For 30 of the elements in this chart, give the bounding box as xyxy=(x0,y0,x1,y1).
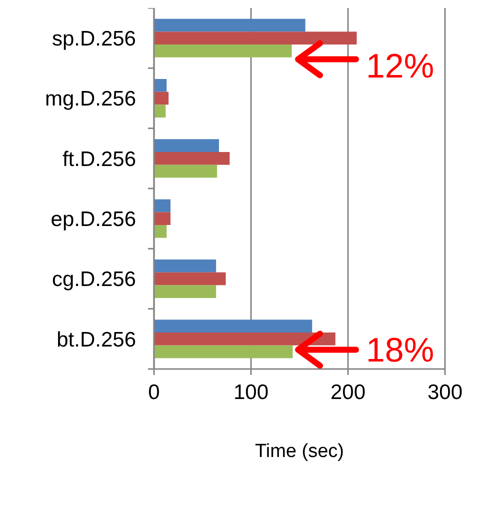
bar xyxy=(154,164,218,178)
x-axis-title: Time (sec) xyxy=(254,441,344,462)
y-tick-label: sp.D.256 xyxy=(52,27,136,50)
bar xyxy=(154,345,293,358)
bar xyxy=(154,199,170,212)
bar xyxy=(154,139,219,152)
x-tick-label: 200 xyxy=(330,381,366,404)
x-tick-label: 300 xyxy=(427,381,463,404)
bar xyxy=(154,320,312,332)
bar xyxy=(154,285,216,298)
bar xyxy=(154,92,169,105)
bar xyxy=(154,225,167,238)
bar xyxy=(154,78,167,92)
bar xyxy=(154,18,306,32)
y-tick-label: cg.D.256 xyxy=(52,268,136,292)
bar xyxy=(154,152,230,165)
bar xyxy=(154,259,216,272)
bar xyxy=(154,272,226,286)
bar xyxy=(154,32,357,44)
y-tick-label: ft.D.256 xyxy=(62,148,136,171)
x-tick-label: 0 xyxy=(148,381,160,404)
y-tick-label: ep.D.256 xyxy=(50,208,136,231)
bar xyxy=(154,212,170,225)
x-tick-label: 100 xyxy=(233,381,269,404)
annotation: 12% xyxy=(366,47,434,86)
bar xyxy=(154,104,166,118)
y-tick-label: bt.D.256 xyxy=(56,328,136,352)
bar xyxy=(154,44,292,58)
annotation: 18% xyxy=(366,332,434,370)
y-tick-label: mg.D.256 xyxy=(44,88,136,111)
